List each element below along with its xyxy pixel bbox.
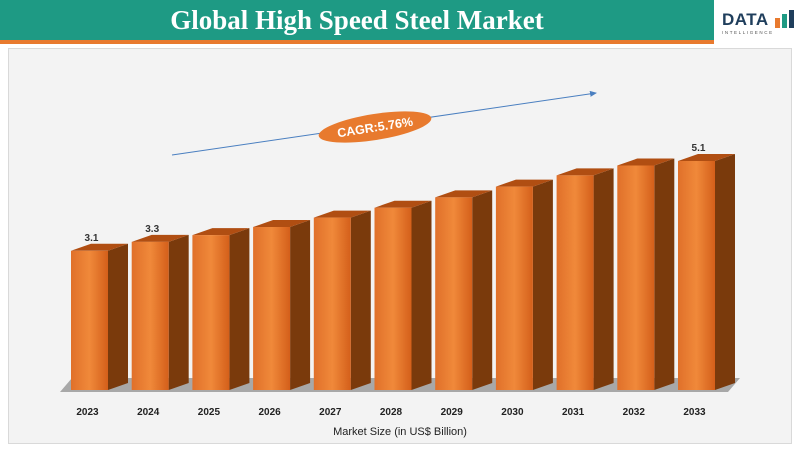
x-tick-label: 2024 (137, 407, 160, 418)
bar-side (108, 243, 128, 390)
bar-top (374, 200, 432, 208)
bar-2030 (495, 186, 533, 390)
bar-top (71, 243, 128, 251)
chart-title: Global High Speed Steel Market (170, 5, 544, 35)
bar-2027 (313, 217, 351, 390)
data-label: 3.1 (85, 233, 99, 244)
bar-side (472, 190, 493, 390)
bar-side (290, 220, 311, 390)
bar-side (715, 154, 735, 390)
bar-top (495, 179, 553, 187)
x-axis-ticks: 2023 2024 2025 2026 2027 2028 2029 2030 2031 2032… (76, 407, 706, 418)
x-axis-label: Market Size (in US$ Billion) (333, 426, 467, 438)
bar-2023 (71, 250, 108, 390)
bar-2026 (253, 227, 291, 390)
cagr-badge: CAGR:5.76% (318, 111, 432, 143)
header-accent-stripe (0, 40, 714, 44)
logo-subtext: INTELLIGENCE (722, 30, 774, 35)
x-tick-label: 2030 (501, 407, 524, 418)
x-tick-label: 2027 (319, 407, 342, 418)
bar-top (435, 190, 493, 198)
x-tick-label: 2031 (562, 407, 585, 418)
bar-side (168, 234, 189, 390)
brand-logo: DATA INTELLIGENCE (716, 2, 800, 44)
bar-side (593, 168, 614, 390)
bars-group: 3.1 3.3 5.1 (71, 143, 735, 390)
bar-top (192, 228, 250, 236)
data-label: 3.3 (145, 224, 159, 235)
header: Global High Speed Steel Market DATA INTE… (0, 0, 800, 46)
x-tick-label: 2032 (623, 407, 646, 418)
bar-top (617, 158, 675, 166)
bar-top (678, 154, 735, 161)
bar-top (131, 234, 189, 242)
data-label: 5.1 (692, 143, 706, 154)
bar-side (654, 158, 675, 390)
bar-2033 (678, 161, 715, 390)
x-tick-label: 2028 (380, 407, 403, 418)
x-tick-label: 2029 (441, 407, 464, 418)
bar-top (253, 220, 311, 228)
header-banner (0, 0, 714, 40)
bar-top (313, 210, 371, 218)
x-tick-label: 2033 (683, 407, 706, 418)
bar-top (556, 168, 614, 176)
logo-bars-icon (775, 10, 795, 28)
x-tick-label: 2023 (76, 407, 99, 418)
bar-side (229, 228, 250, 390)
bar-2029 (435, 197, 473, 390)
bar-2024 (131, 241, 169, 390)
bar-2028 (374, 207, 412, 390)
bar-side (532, 179, 553, 390)
x-tick-label: 2026 (258, 407, 281, 418)
x-tick-label: 2025 (198, 407, 221, 418)
bar-2031 (556, 175, 594, 390)
logo-text: DATA (722, 10, 769, 29)
bar-2025 (192, 235, 230, 390)
bar-side (350, 210, 371, 390)
bar-2032 (617, 165, 655, 390)
bar-side (411, 200, 432, 390)
